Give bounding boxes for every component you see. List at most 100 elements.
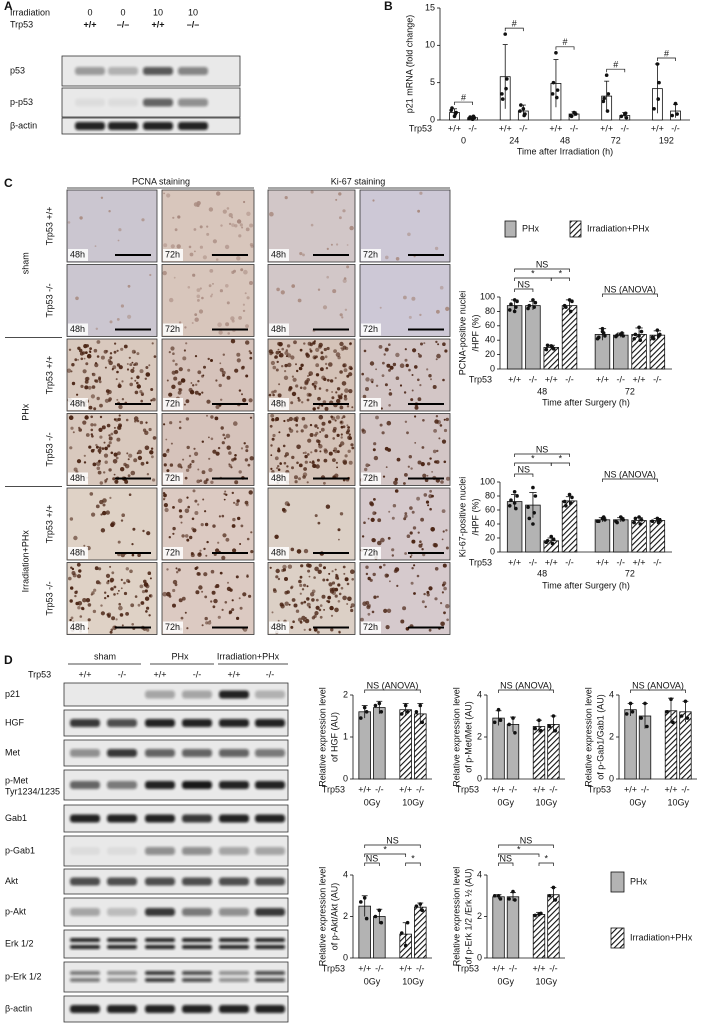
nucleus — [231, 216, 234, 219]
nucleus — [309, 433, 314, 437]
nucleus — [297, 398, 301, 402]
band — [107, 1005, 137, 1013]
nucleus — [70, 426, 74, 430]
nucleus — [228, 610, 233, 614]
nucleus — [336, 398, 341, 404]
nucleus — [244, 292, 247, 295]
nucleus — [278, 431, 281, 434]
nucleus — [309, 342, 313, 347]
nucleus — [312, 341, 316, 345]
nucleus — [332, 458, 336, 462]
nucleus — [144, 377, 147, 380]
nucleus — [338, 395, 343, 400]
time-label: 48h — [271, 324, 286, 334]
time-label: 72h — [165, 622, 180, 632]
y-tick-label: 1 — [343, 731, 348, 741]
time-label-bg — [163, 621, 183, 634]
nucleus — [224, 244, 230, 250]
band — [145, 749, 175, 757]
data-point — [532, 305, 536, 309]
nucleus — [96, 340, 101, 344]
nucleus — [187, 286, 191, 289]
nucleus — [437, 343, 440, 346]
nucleus — [76, 574, 82, 579]
time-label: 48h — [271, 398, 286, 408]
nucleus — [428, 586, 433, 591]
y-tick-label: 2 — [609, 731, 614, 741]
genotype-label: -/- — [621, 123, 630, 133]
nucleus — [84, 380, 89, 384]
band — [219, 690, 249, 699]
nucleus — [337, 583, 341, 587]
nucleus — [312, 464, 317, 468]
nucleus — [350, 569, 355, 574]
nucleus — [238, 597, 241, 600]
nucleus — [373, 442, 377, 446]
data-point — [600, 326, 605, 331]
nucleus — [445, 546, 449, 550]
group-label: sham — [20, 252, 30, 274]
data-point — [547, 724, 552, 729]
nucleus — [191, 517, 195, 521]
nucleus — [67, 221, 71, 224]
nucleus — [174, 228, 178, 232]
nucleus — [201, 391, 204, 394]
nucleus — [348, 433, 351, 436]
nucleus — [245, 227, 250, 232]
nucleus — [271, 611, 274, 614]
nucleus — [432, 449, 437, 454]
data-point — [512, 501, 517, 505]
nucleus — [277, 465, 280, 468]
nucleus — [295, 423, 299, 427]
y-tick-label: 5 — [430, 77, 435, 87]
nucleus — [85, 376, 90, 381]
data-point — [362, 705, 367, 710]
nucleus — [435, 358, 438, 361]
nucleus — [75, 601, 79, 606]
nucleus — [304, 381, 309, 386]
nucleus — [126, 578, 130, 583]
nucleus — [303, 386, 307, 390]
nucleus — [198, 585, 203, 590]
genotype: –/– — [187, 19, 200, 29]
nucleus — [85, 416, 88, 419]
nucleus — [150, 388, 154, 391]
data-point — [568, 501, 573, 505]
nucleus — [105, 510, 111, 515]
nucleus — [98, 427, 103, 432]
nucleus — [313, 356, 317, 359]
significance-label: NS — [536, 259, 549, 269]
nucleus — [174, 370, 179, 374]
nucleus — [88, 445, 92, 449]
nucleus — [108, 468, 112, 472]
nucleus — [178, 426, 182, 430]
nucleus — [313, 627, 318, 632]
nucleus — [91, 512, 96, 517]
nucleus — [343, 394, 347, 398]
nucleus — [203, 572, 208, 577]
data-point — [637, 515, 641, 519]
nucleus — [151, 455, 154, 459]
nucleus — [274, 456, 279, 461]
nucleus — [333, 349, 337, 353]
nucleus — [196, 479, 201, 484]
nucleus — [236, 219, 242, 224]
nucleus — [79, 615, 83, 618]
data-point — [405, 710, 410, 714]
data-point — [633, 516, 638, 521]
nucleus — [193, 447, 196, 450]
nucleus — [283, 419, 286, 423]
nucleus — [245, 340, 250, 345]
y-axis-label: Relative expression level — [317, 687, 327, 787]
nucleus — [434, 567, 439, 571]
nucleus — [78, 348, 83, 353]
nucleus — [439, 285, 444, 290]
nucleus — [379, 565, 382, 569]
nucleus — [77, 606, 81, 610]
nucleus — [350, 608, 354, 613]
band — [255, 690, 285, 699]
nucleus — [300, 363, 304, 367]
nucleus — [367, 517, 370, 520]
nucleus — [95, 443, 98, 447]
nucleus — [317, 521, 321, 525]
